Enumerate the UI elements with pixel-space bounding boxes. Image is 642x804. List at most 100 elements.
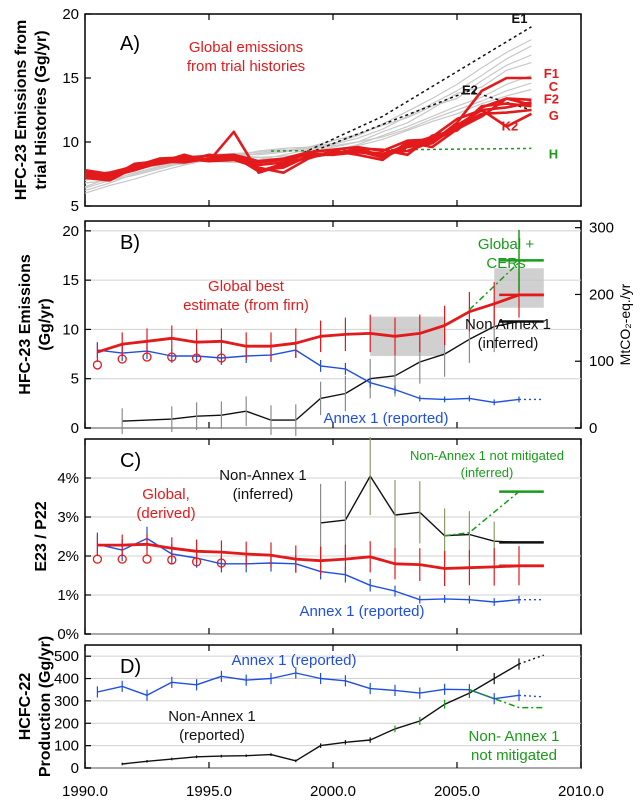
- annotation-non-annex1: Non-Annex 1: [219, 467, 307, 484]
- y-tick-label: 20: [62, 6, 79, 23]
- global-firn-marker: [117, 354, 127, 364]
- trial-history-gray-line: [84, 45, 532, 192]
- y-tick-label: 15: [62, 272, 79, 289]
- annotation-global-cers: Global +: [478, 236, 535, 253]
- annotation-annex1: Annex 1 (reported): [231, 652, 356, 669]
- y2-tick-label: 300: [589, 220, 614, 237]
- x-tick-label: 1990.0: [62, 783, 108, 800]
- annotation-global: (derived): [136, 505, 195, 522]
- y-tick-label: 5: [71, 198, 79, 215]
- scenario-label-F1: F1: [544, 66, 559, 81]
- y-tick-label: 300: [54, 693, 79, 710]
- x-tick-label: 1995.0: [186, 783, 232, 800]
- annotation-non-annex1: Non-Annex 1: [168, 708, 256, 725]
- y-tick-label: 10: [62, 134, 79, 151]
- y-axis-label-line: (Gg/yr): [37, 298, 54, 350]
- y-axis-label: HCFC-22 Production (Gg/yr): [17, 636, 54, 777]
- x-tick-label: 2010.0: [558, 783, 604, 800]
- scenario-E1-line: [270, 26, 532, 169]
- annotation-not-mitigated: Non- Annex 1: [469, 728, 560, 745]
- panel-a-annotation: Global emissions: [189, 39, 303, 56]
- panel-3: 0 100 200 300 400 500 D) Annex 1 (reported) Non-…: [17, 636, 604, 800]
- panel-letter: A): [120, 33, 140, 55]
- y-tick-label: 3%: [57, 509, 79, 526]
- panel-frame: [84, 644, 582, 769]
- annotation-not-mitigated: (inferred): [461, 465, 514, 480]
- y-axis-label: E23 / P22: [33, 501, 50, 571]
- y-axis-label-line: Production (Gg/yr): [37, 636, 54, 777]
- global-firn-marker: [92, 360, 103, 370]
- global-firn-marker: [142, 352, 152, 362]
- y-axis-label-line: HCFC-22: [17, 673, 34, 741]
- non-annex1-line: [122, 320, 520, 422]
- y2-tick-label: 200: [589, 286, 614, 303]
- y-axis-label-line: HFC-23 Emissions: [17, 254, 34, 395]
- scenario-label-K2: K2: [502, 118, 519, 133]
- y-axis-label: HFC-23 Emissions (Gg/yr): [17, 254, 54, 395]
- annex1-production-line: [97, 672, 520, 700]
- y-axis-label-line: trial Histories (Gg/yr): [33, 30, 50, 189]
- annotation-non-annex1: (inferred): [233, 486, 294, 503]
- panel-frame: [84, 220, 582, 429]
- panel-2: 0% 1% 2% 3% 4% C) Non-Annex 1 (inferred) Non-Ann…: [33, 437, 582, 643]
- scenario-label-G: G: [549, 108, 559, 123]
- uncertainty-box: [370, 316, 445, 357]
- y-tick-label: 500: [54, 648, 79, 665]
- y-tick-label: 0: [71, 760, 79, 777]
- global-ratio-circles-marker: [216, 558, 227, 568]
- annex1-ratio-line: [97, 537, 520, 603]
- y-axis-label-line: HFC-23 Emissions from: [13, 20, 30, 200]
- scenario-label-H: H: [549, 147, 558, 162]
- y-tick-label: 4%: [57, 470, 79, 487]
- trial-history-gray-line: [84, 54, 532, 189]
- global-ratio-circles-marker: [167, 555, 177, 565]
- annotation-global-best: Global best: [208, 278, 285, 295]
- annotation-non-annex1: (inferred): [478, 335, 539, 352]
- annotation-annex1: Annex 1 (reported): [323, 410, 448, 427]
- y2-tick-label: 100: [589, 353, 614, 370]
- global-firn-marker: [216, 353, 227, 363]
- annotation-global-best: estimate (from firn): [183, 297, 309, 314]
- cers-line: [468, 261, 520, 311]
- scenario-label-E2: E2: [462, 83, 478, 98]
- y-axis-label: HFC-23 Emissions from trial Histories (Gg…: [13, 20, 50, 200]
- annotation-not-mitigated: Non-Annex 1 not mitigated: [410, 448, 564, 463]
- y-tick-label: 20: [62, 223, 79, 240]
- y-tick-label: 10: [62, 321, 79, 338]
- not-mitigated-line: [469, 688, 544, 709]
- annotation-global: Global,: [142, 486, 190, 503]
- y2-axis-label: MtCO₂-eq./yr: [617, 283, 633, 365]
- x-tick-label: 2000.0: [310, 783, 356, 800]
- y-tick-label: 100: [54, 738, 79, 755]
- scenario-label-C: C: [549, 79, 559, 94]
- y-tick-label: 1%: [57, 587, 79, 604]
- scenario-label-F2: F2: [544, 92, 559, 107]
- y-tick-label: 2%: [57, 548, 79, 565]
- global-ratio-circles-marker: [92, 554, 103, 564]
- scenario-label-E1: E1: [512, 11, 528, 26]
- x-tick-label: 2005.0: [434, 783, 480, 800]
- global-ratio-circles-marker: [191, 557, 202, 567]
- annotation-non-annex1: Non Annex 1: [465, 316, 551, 333]
- non-annex1-production-line-extension: [518, 654, 545, 665]
- global-firn-marker: [191, 353, 202, 363]
- global-ratio-circles-marker: [117, 554, 127, 564]
- y-tick-label: 200: [54, 715, 79, 732]
- global-firn-marker: [167, 352, 177, 362]
- y-tick-label: 5: [71, 371, 79, 388]
- annotation-global-cers: CERs: [486, 255, 525, 272]
- annotation-non-annex1: (reported): [179, 727, 245, 744]
- y2-axis-label-text: MtCO₂-eq./yr: [617, 283, 633, 365]
- panel-letter: C): [120, 450, 141, 472]
- panel-a-annotation: from trial histories: [187, 58, 305, 75]
- y-tick-label: 0: [71, 420, 79, 437]
- panel-frame: [84, 13, 582, 207]
- y2-tick-label: 0: [589, 420, 597, 437]
- not-mitigated-line: [444, 491, 520, 537]
- y-tick-label: 400: [54, 671, 79, 688]
- annex1-production-line-extension: [518, 694, 544, 698]
- panel-letter: B): [120, 232, 140, 254]
